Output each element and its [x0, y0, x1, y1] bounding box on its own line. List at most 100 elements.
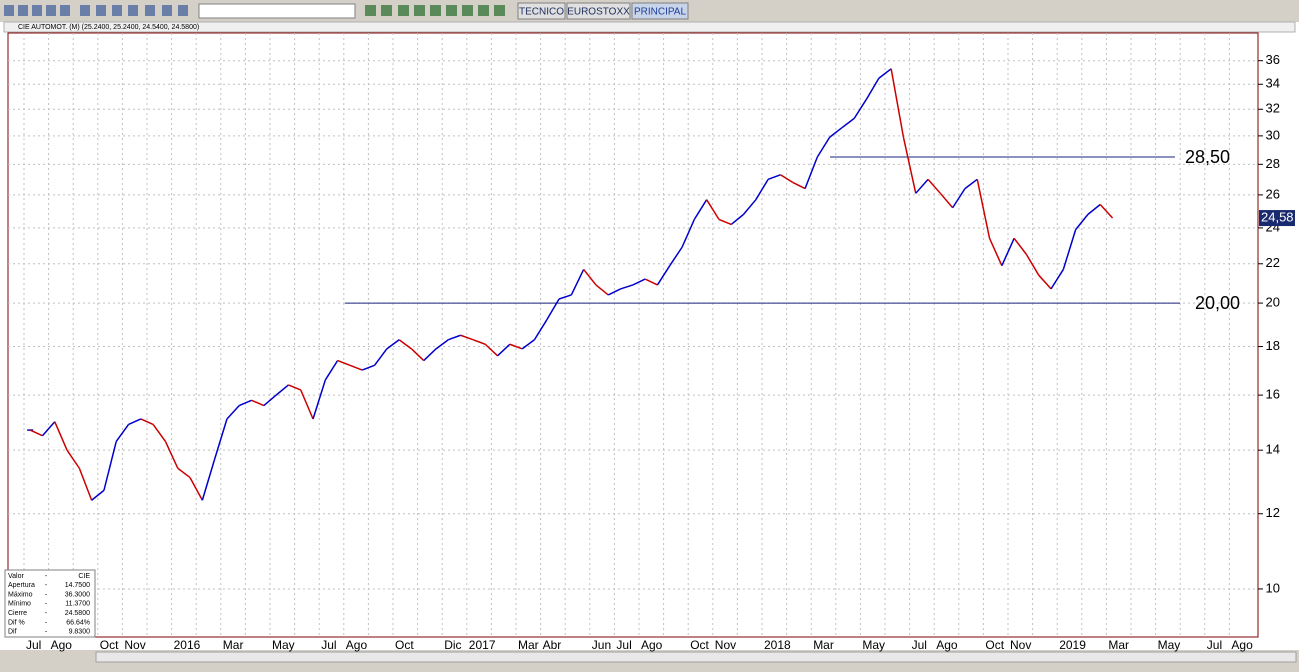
x-tick-label: Oct: [100, 638, 119, 652]
price-bar: [816, 136, 831, 158]
price-bar: [349, 364, 363, 371]
x-tick-label: Jul: [1207, 638, 1222, 652]
y-tick-label: 36: [1266, 52, 1280, 67]
price-bar: [583, 268, 597, 286]
price-bar: [115, 424, 130, 442]
price-bar: [410, 348, 425, 362]
x-tick-label: 2019: [1059, 638, 1086, 652]
x-tick-label: Mar: [518, 638, 539, 652]
y-tick-label: 20: [1266, 295, 1280, 310]
info-cell: -: [45, 601, 48, 608]
price-bar: [1050, 269, 1064, 290]
last-price-tag: [1259, 210, 1295, 227]
x-tick-label: Jul: [912, 638, 927, 652]
price-bar: [312, 379, 327, 420]
tab[interactable]: [566, 2, 631, 20]
x-tick-label: Mar: [223, 638, 244, 652]
price-bar: [546, 298, 560, 321]
y-tick-label: 34: [1266, 76, 1280, 91]
info-cell: CIE: [78, 573, 90, 580]
price-bar: [177, 467, 191, 479]
x-tick-label: Nov: [1010, 638, 1031, 652]
price-bar: [275, 384, 289, 396]
price-bar: [988, 238, 1003, 266]
info-cell: Dif: [8, 629, 17, 636]
price-bar: [164, 441, 179, 469]
level-label: 28,50: [1185, 147, 1230, 167]
price-bar: [251, 399, 265, 407]
y-tick-label: 32: [1266, 101, 1280, 116]
x-tick-label: 2018: [764, 638, 791, 652]
price-bar: [656, 265, 671, 286]
info-cell: Valor: [8, 573, 24, 580]
price-bar: [632, 278, 646, 286]
info-cell: 11.3700: [65, 601, 90, 608]
price-bar: [238, 399, 252, 407]
x-tick-label: Nov: [715, 638, 736, 652]
price-bar: [213, 418, 228, 460]
price-bar: [767, 174, 781, 181]
price-bar: [128, 418, 142, 426]
price-bar: [693, 199, 708, 220]
price-bar: [497, 343, 511, 357]
scrollbar[interactable]: [95, 651, 1297, 663]
info-cell: 24.5800: [65, 610, 90, 617]
price-bar: [263, 394, 277, 407]
x-tick-label: Jul: [616, 638, 631, 652]
x-tick-label: Oct: [985, 638, 1004, 652]
price-bar: [804, 156, 819, 189]
price-bar: [66, 449, 80, 469]
x-tick-label: Ago: [346, 638, 368, 652]
price-bar: [91, 489, 105, 501]
info-cell: Mínimo: [8, 601, 31, 608]
x-tick-label: Oct: [690, 638, 709, 652]
price-bar: [1099, 204, 1114, 219]
price-bar: [448, 334, 461, 341]
price-bar: [841, 117, 855, 129]
price-bar: [398, 339, 412, 350]
tab-label[interactable]: PRINCIPAL: [634, 7, 686, 18]
price-bar: [878, 68, 892, 79]
tab-label[interactable]: EUROSTOXX: [567, 7, 630, 18]
info-cell: -: [45, 573, 48, 580]
price-bar: [41, 421, 56, 437]
x-tick-label: Jul: [26, 638, 41, 652]
search-input[interactable]: [198, 3, 356, 19]
tab[interactable]: [631, 2, 689, 20]
x-tick-label: Oct: [395, 638, 414, 652]
price-bar: [792, 181, 806, 190]
chart-header: [3, 21, 1296, 33]
x-tick-label: Ago: [936, 638, 958, 652]
x-tick-label: Abr: [543, 638, 562, 652]
price-bar: [533, 319, 548, 341]
x-tick-label: Jul: [321, 638, 336, 652]
info-cell: 66.64%: [66, 619, 90, 626]
price-bar: [1025, 254, 1040, 276]
price-bar: [706, 199, 720, 220]
x-tick-label: May: [272, 638, 295, 652]
x-tick-label: Mar: [813, 638, 834, 652]
price-bar: [1062, 229, 1077, 270]
x-tick-label: 2016: [174, 638, 201, 652]
x-tick-label: Nov: [124, 638, 145, 652]
info-cell: 36.3000: [65, 591, 90, 598]
info-cell: Cierre: [8, 610, 27, 617]
info-cell: Máximo: [8, 591, 33, 598]
y-tick-label: 28: [1266, 156, 1280, 171]
price-bar: [558, 294, 572, 300]
price-bar: [902, 137, 917, 194]
tab-label[interactable]: TECNICO: [519, 7, 564, 18]
price-bar: [484, 343, 499, 357]
price-bar: [853, 98, 868, 119]
info-cell: -: [45, 591, 48, 598]
info-cell: -: [45, 619, 48, 626]
x-tick-label: Ago: [641, 638, 663, 652]
price-bar: [952, 188, 966, 209]
price-bar: [939, 192, 954, 209]
y-tick-label: 16: [1266, 387, 1280, 402]
tab[interactable]: [517, 2, 566, 20]
price-bar: [152, 424, 167, 442]
price-bar: [742, 199, 757, 215]
